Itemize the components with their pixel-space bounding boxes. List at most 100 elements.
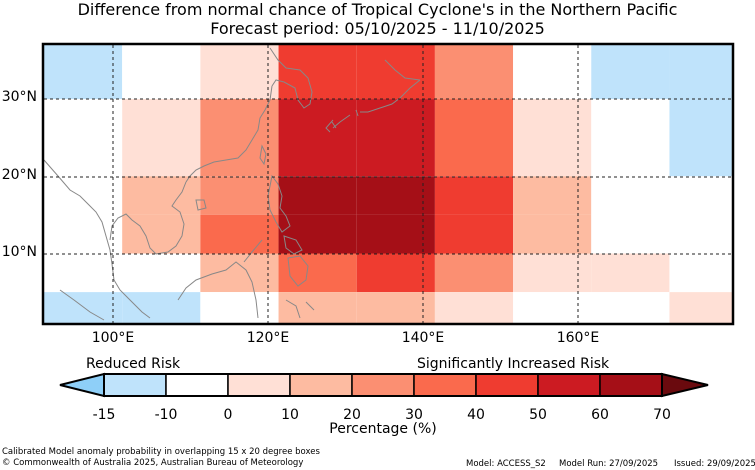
anomaly-cell (669, 176, 732, 215)
anomaly-cell (669, 292, 732, 323)
anomaly-cell (278, 292, 357, 323)
anomaly-cell (200, 176, 279, 215)
lat-tick-10: 10°N (1, 244, 37, 260)
anomaly-cell (122, 45, 201, 100)
coast-mindanao (287, 255, 309, 287)
anomaly-cell (434, 253, 514, 293)
coast-hainan (195, 199, 207, 211)
colorbar (59, 372, 709, 398)
lon-tick-120: 120°E (246, 330, 290, 346)
anomaly-cell (200, 45, 279, 100)
title-line-1: Difference from normal chance of Tropica… (77, 0, 678, 19)
colorbar-tick: -15 (92, 407, 116, 423)
anomaly-cell (513, 253, 592, 293)
colorbar-frame (103, 373, 663, 397)
lat-tick-20: 20°N (1, 167, 37, 183)
map-frame (41, 42, 735, 326)
anomaly-cell (591, 214, 670, 254)
coast-taiwan (259, 144, 267, 166)
lon-tick-140: 140°E (401, 330, 445, 346)
title-line-2: Forecast period: 05/10/2025 - 11/10/2025 (210, 19, 545, 38)
colorbar-bin (351, 373, 415, 397)
anomaly-cell (278, 99, 357, 177)
coast-japan (332, 59, 421, 129)
coast-kyushu (325, 119, 334, 133)
anomaly-cell (278, 45, 357, 100)
coast-borneo (177, 261, 259, 319)
anomaly-cell (122, 99, 201, 177)
anomaly-cell (44, 176, 123, 215)
anomaly-cell (200, 214, 279, 254)
colorbar-bin (289, 373, 353, 397)
anomaly-cell (513, 214, 592, 254)
anomaly-cell (434, 99, 514, 177)
anomaly-cell (122, 214, 201, 254)
anomaly-cell (122, 292, 201, 323)
anomaly-cell (591, 99, 670, 177)
anomaly-cell (122, 253, 201, 293)
anomaly-cell (122, 176, 201, 215)
increased-risk-label: Significantly Increased Risk (417, 356, 610, 372)
coast-luzon (267, 174, 291, 233)
colorbar-bin (475, 373, 539, 397)
coast-korea (269, 47, 313, 109)
colorbar-bin (103, 373, 167, 397)
anomaly-cell (591, 253, 670, 293)
anomaly-cell (278, 253, 357, 293)
colorbar-bins (103, 373, 663, 397)
footer-copyright: © Commonwealth of Australia 2025, Austra… (2, 458, 304, 468)
anomaly-cell (200, 99, 279, 177)
coast-pacific-island (331, 109, 359, 129)
coast-myanmar (43, 159, 115, 281)
anomaly-cell (356, 214, 435, 254)
lon-tick-100: 100°E (91, 330, 135, 346)
anomaly-cell (434, 45, 514, 100)
colorbar-tick: 10 (281, 407, 299, 423)
anomaly-cell (669, 253, 732, 293)
anomaly-cell (356, 292, 435, 323)
anomaly-cell (513, 292, 592, 323)
coast-palawan (243, 239, 263, 263)
coast-indochina (109, 181, 187, 255)
colorbar-tick: 40 (467, 407, 485, 423)
anomaly-cell (591, 176, 670, 215)
anomaly-cell (434, 214, 514, 254)
coast-sumatra (59, 289, 105, 321)
anomaly-cell (44, 99, 123, 177)
footer-issued: Issued: 29/09/2025 (674, 459, 755, 469)
colorbar-over-arrow (661, 372, 709, 398)
anomaly-cell (669, 45, 732, 100)
coastline (43, 47, 421, 321)
footer-model-run: Model Run: 27/09/2025 (559, 459, 659, 469)
colorbar-axis-label: Percentage (%) (329, 421, 437, 437)
colorbar-tick: 50 (529, 407, 547, 423)
coast-sulawesi (285, 299, 315, 319)
anomaly-cell (669, 99, 732, 177)
anomaly-cell (591, 292, 670, 323)
anomaly-cell (356, 176, 435, 215)
anomaly-cell (513, 45, 592, 100)
anomaly-grid (44, 45, 732, 323)
anomaly-cell (278, 214, 357, 254)
anomaly-cell (278, 176, 357, 215)
graticule (44, 45, 732, 323)
colorbar-under-arrow (59, 372, 105, 398)
anomaly-cell (434, 176, 514, 215)
colorbar-bin (165, 373, 229, 397)
anomaly-cell (44, 292, 123, 323)
lon-tick-160: 160°E (556, 330, 600, 346)
footer-model: Model: ACCESS_S2 (466, 459, 546, 469)
colorbar-bin (537, 373, 601, 397)
colorbar-tick: 30 (405, 407, 423, 423)
anomaly-cell (591, 45, 670, 100)
footer-method: Calibrated Model anomaly probability in … (2, 447, 320, 457)
colorbar-tick: 70 (653, 407, 671, 423)
colorbar-bin (599, 373, 663, 397)
lat-tick-30: 30°N (1, 89, 37, 105)
colorbar-bin (413, 373, 477, 397)
coast-china (185, 85, 273, 183)
colorbar-tick: 0 (223, 407, 233, 423)
coast-visayas (283, 235, 303, 255)
coast-malay (113, 279, 151, 319)
